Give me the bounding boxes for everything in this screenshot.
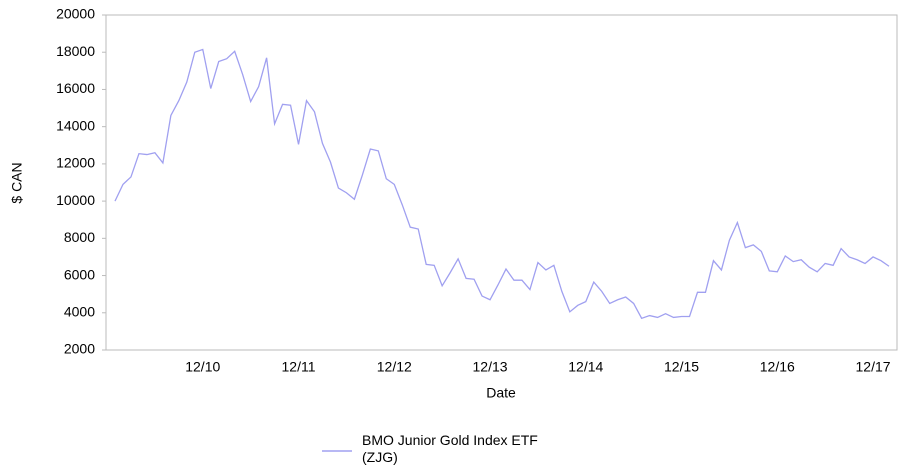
y-tick-label: 10000 <box>56 192 95 208</box>
x-axis-label: Date <box>486 385 516 401</box>
y-tick-label: 14000 <box>56 117 95 133</box>
y-axis-label: $ CAN <box>9 162 25 203</box>
y-tick-label: 4000 <box>64 303 95 319</box>
series-line <box>114 48 890 320</box>
y-tick-label: 8000 <box>64 229 95 245</box>
y-tick-label: 12000 <box>56 155 95 171</box>
y-tick-label: 16000 <box>56 80 95 96</box>
y-tick-label: 20000 <box>56 6 95 22</box>
x-tick-label: 12/17 <box>856 359 891 375</box>
y-tick-label: 2000 <box>64 341 95 357</box>
x-tick-label: 12/10 <box>185 359 220 375</box>
x-tick-label: 12/11 <box>282 359 316 375</box>
x-tick-label: 12/13 <box>473 359 508 375</box>
x-tick-label: 12/16 <box>760 359 795 375</box>
x-tick-label: 12/14 <box>568 359 603 375</box>
x-tick-label: 12/15 <box>664 359 699 375</box>
x-tick-label: 12/12 <box>377 359 412 375</box>
y-tick-label: 18000 <box>56 43 95 59</box>
plot-frame <box>105 14 898 351</box>
y-tick-label: 6000 <box>64 266 95 282</box>
legend-label: BMO Junior Gold Index ETF (ZJG) <box>362 432 538 465</box>
